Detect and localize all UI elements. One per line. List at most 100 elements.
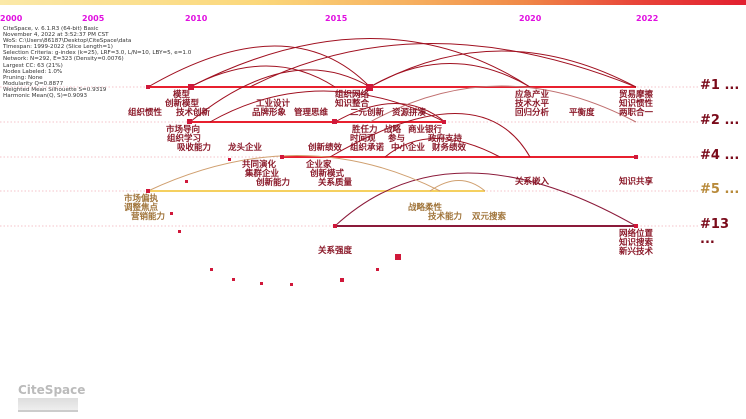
keyword[interactable]: 模型 — [173, 90, 191, 100]
year-label: 2000 — [0, 14, 23, 23]
keyword[interactable]: 财务绩效 — [432, 143, 467, 153]
node — [146, 85, 150, 89]
keyword[interactable]: 战略柔性 — [408, 203, 443, 213]
node — [376, 268, 379, 271]
node — [185, 180, 188, 183]
cluster-label-2[interactable]: #2 ... — [700, 113, 740, 128]
harmonic-text: Harmonic Mean(Q, S)=0.9093 — [3, 93, 88, 100]
node — [232, 278, 235, 281]
year-label: 2020 — [519, 14, 542, 23]
node — [210, 268, 213, 271]
citation-arc — [147, 155, 441, 192]
keyword[interactable]: 组织承诺 — [350, 143, 385, 153]
criteria-text: Selection Criteria: g-index (k=25), LRF=… — [3, 50, 192, 57]
keyword[interactable]: 创新模型 — [165, 99, 200, 109]
keyword[interactable]: 关系质量 — [318, 178, 353, 188]
citation-arc — [384, 138, 501, 158]
keyword[interactable]: 龙头企业 — [228, 143, 263, 153]
keyword[interactable]: 回归分析 — [515, 108, 550, 118]
keyword[interactable]: 政府支持 — [428, 134, 463, 144]
keyword[interactable]: 知识搜索 — [619, 238, 654, 248]
citation-arc — [147, 45, 371, 88]
citation-arc — [329, 113, 531, 158]
keyword[interactable]: 应急产业 — [515, 90, 550, 100]
keyword[interactable]: 技术创新 — [176, 108, 211, 118]
keyword[interactable]: 胜任力 — [352, 125, 378, 135]
labeled-text: Nodes Labeled: 1.0% — [3, 68, 63, 75]
keyword[interactable]: 战略 — [384, 125, 402, 135]
keyword[interactable]: 品牌形象 — [252, 108, 287, 118]
keyword[interactable]: 关系强度 — [318, 246, 353, 256]
keyword[interactable]: 参与 — [388, 134, 406, 144]
keyword[interactable]: 共同演化 — [242, 160, 277, 170]
node — [170, 212, 173, 215]
keyword[interactable]: 市场偏执 — [124, 194, 159, 204]
keyword[interactable]: 创新模式 — [310, 169, 345, 179]
node — [146, 189, 150, 193]
node — [228, 158, 231, 161]
node — [188, 84, 194, 90]
timespan-text: Timespan: 1999-2022 (Slice Length=1) — [3, 44, 113, 51]
keyword[interactable]: 知识整合 — [335, 99, 370, 109]
keyword[interactable]: 技术能力 — [428, 212, 463, 222]
cluster-label-13[interactable]: #13 ... — [700, 217, 729, 247]
keyword[interactable]: 营销能力 — [131, 212, 166, 222]
keyword[interactable]: 管理思维 — [294, 108, 329, 118]
network-info: CiteSpace, v. 6.1.R3 (64-bit) Basic Novem… — [3, 26, 191, 99]
keyword[interactable]: 中小企业 — [391, 143, 426, 153]
keyword[interactable]: 集群企业 — [245, 169, 280, 179]
silhouette-text: Weighted Mean Silhouette S=0.9319 — [3, 86, 107, 93]
largest-text: Largest CC: 63 (21%) — [3, 62, 63, 69]
keyword[interactable]: 调整焦点 — [124, 203, 159, 213]
keyword[interactable]: 平衡度 — [569, 108, 595, 118]
node — [333, 224, 337, 228]
version-text: CiteSpace, v. 6.1.R3 (64-bit) Basic — [3, 26, 99, 32]
keyword[interactable]: 双元搜索 — [472, 212, 507, 222]
keyword[interactable]: 资源拼凑 — [392, 108, 427, 118]
cluster-label-4[interactable]: #4 ... — [700, 148, 740, 163]
keyword[interactable]: 时间观 — [350, 134, 376, 144]
keyword[interactable]: 技术水平 — [515, 99, 550, 109]
citation-arc — [369, 85, 637, 123]
citation-arc — [189, 65, 336, 88]
network-text: Network: N=292, E=323 (Density=0.0076) — [3, 56, 124, 63]
keyword[interactable]: 两职合一 — [619, 108, 654, 118]
citation-arc — [334, 172, 637, 227]
year-label: 2015 — [325, 14, 348, 23]
year-label: 2022 — [636, 14, 659, 23]
node — [187, 119, 192, 124]
keyword[interactable]: 新兴技术 — [619, 247, 654, 257]
keyword[interactable]: 吸收能力 — [177, 143, 212, 153]
citation-arc — [189, 69, 371, 123]
node — [395, 254, 401, 260]
cluster-label-5[interactable]: #5 ... — [700, 182, 740, 197]
citation-arc — [429, 180, 486, 192]
node — [260, 282, 263, 285]
keyword[interactable]: 商业银行 — [408, 125, 443, 135]
keyword[interactable]: 创新能力 — [256, 178, 291, 188]
node — [332, 119, 337, 124]
cluster-label-1[interactable]: #1 ... — [700, 78, 740, 93]
keyword[interactable]: 组织惯性 — [128, 108, 163, 118]
keyword[interactable]: 知识共享 — [619, 177, 654, 187]
keyword[interactable]: 市场导向 — [166, 125, 201, 135]
keyword[interactable]: 工业设计 — [256, 99, 291, 109]
citation-arc — [249, 43, 637, 88]
node — [290, 283, 293, 286]
node — [178, 230, 181, 233]
keyword[interactable]: 二元创新 — [350, 108, 385, 118]
citation-arc — [189, 38, 531, 88]
keyword[interactable]: 网络位置 — [619, 229, 654, 239]
keyword[interactable]: 贸易摩擦 — [619, 90, 654, 100]
date-text: November 4, 2022 at 3:52:37 PM CST — [3, 32, 109, 39]
keyword[interactable]: 关系嵌入 — [515, 177, 550, 187]
node — [442, 120, 446, 124]
keyword[interactable]: 企业家 — [306, 160, 332, 170]
modularity-text: Modularity Q=0.8877 — [3, 80, 64, 87]
logo-text: CiteSpace — [18, 383, 86, 397]
keyword[interactable]: 知识惯性 — [619, 99, 654, 109]
keyword[interactable]: 组织网络 — [335, 90, 370, 100]
keyword[interactable]: 组织学习 — [167, 134, 202, 144]
keyword[interactable]: 创新绩效 — [308, 143, 343, 153]
